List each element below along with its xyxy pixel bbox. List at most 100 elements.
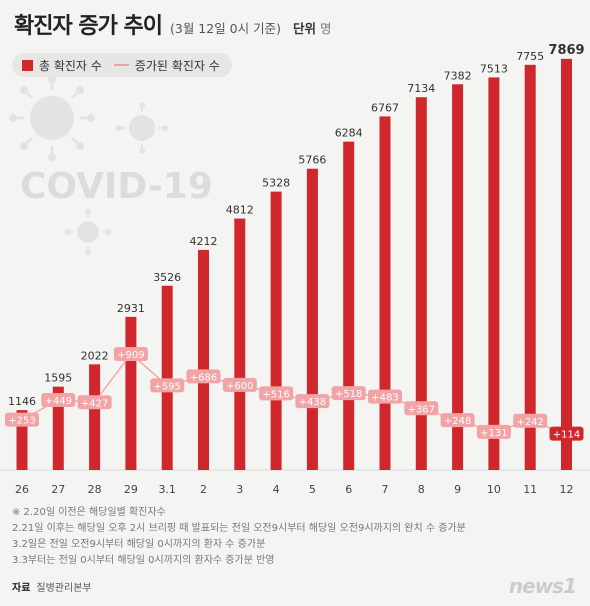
legend-item-bar: 총 확진자 수: [22, 57, 102, 74]
badge-bg: [549, 426, 584, 441]
badge-bg: [41, 393, 76, 408]
bar-5: [306, 168, 318, 470]
bar-label-group: 1146 1595 2022 2931 3526 4212 4812 5328 5766 6284…: [8, 43, 585, 408]
bar-value-label: 7382: [444, 69, 472, 82]
badge-label: +686: [190, 372, 217, 383]
badge-bg: [259, 386, 294, 401]
bar-group: [16, 58, 572, 471]
badge-label: +253: [8, 416, 35, 427]
x-tick-label: 7: [382, 483, 389, 496]
chart-header: 확진자 증가 추이 (3월 12일 0시 기준) 단위 명: [14, 8, 332, 40]
increase-badge: +909: [113, 347, 148, 361]
bar-10: [488, 77, 500, 471]
bar-value-label: 3526: [153, 271, 181, 284]
badge-label: +483: [371, 393, 398, 404]
badge-bg: [150, 378, 185, 393]
bar-27: [52, 386, 64, 470]
badge-label: +367: [408, 404, 435, 415]
bar-26: [16, 410, 28, 470]
x-tick-label: 8: [418, 483, 425, 496]
x-tick-label: 12: [560, 483, 574, 496]
bar-value-label: 5766: [298, 154, 326, 167]
x-tick-label: 9: [454, 483, 461, 496]
bar-3.1: [161, 285, 173, 470]
badge-bg: [440, 413, 475, 428]
badge-bg: [295, 394, 330, 409]
badge-label: +248: [444, 416, 471, 427]
bar-11: [524, 64, 536, 471]
bar-value-label: 2931: [117, 302, 145, 315]
badge-label: +427: [81, 398, 108, 409]
source-line: 자료 질병관리본부: [12, 579, 92, 594]
footnote-line: 2.21일 이후는 해당일 오후 2시 브리핑 때 발표되는 전일 오전9시부터…: [12, 523, 466, 534]
badge-bg: [513, 413, 548, 428]
badge-label: +909: [117, 350, 144, 361]
virus-icon: [116, 102, 168, 154]
increase-badge: +248: [440, 413, 475, 428]
increase-badge: +449: [41, 393, 76, 408]
x-tick-label: 26: [15, 483, 29, 496]
badge-label: +516: [262, 389, 289, 400]
footnote-line: 3.2일은 전일 오전9시부터 해당일 0시까지의 환자 수 증가분: [12, 539, 266, 550]
badge-label: +438: [299, 397, 326, 408]
badge-group: +253 +449 +427 +909 +595 +686 +600 +516 +438 +518…: [5, 347, 584, 441]
bar-28: [89, 364, 101, 470]
increase-line: [21, 353, 567, 435]
legend: 총 확진자 수 증가된 확진자 수: [12, 53, 232, 77]
bar-4: [270, 191, 282, 470]
chart-subtitle: (3월 12일 0시 기준): [170, 21, 281, 36]
bar-value-label: 4212: [190, 235, 218, 248]
news1-logo: news1: [508, 574, 577, 598]
bar-2: [198, 249, 209, 470]
increase-badge: +427: [77, 395, 112, 410]
badge-label: +114: [553, 430, 580, 441]
legend-item-line: 증가된 확진자 수: [113, 57, 220, 74]
bar-value-label: 7869: [548, 43, 584, 58]
x-tick-label: 27: [51, 483, 65, 496]
increase-badge: +131: [476, 424, 511, 439]
badge-label: +595: [153, 381, 180, 392]
bar-6: [343, 141, 355, 470]
bar-3: [234, 218, 246, 470]
increase-badge: +686: [186, 369, 221, 384]
bar-value-label: 7513: [480, 62, 508, 75]
badge-bg: [331, 386, 366, 401]
increase-badge: +114: [549, 426, 584, 441]
virus-icon: [9, 75, 95, 161]
badge-bg: [77, 395, 112, 410]
increase-badge: +242: [513, 413, 548, 428]
legend-line-swatch: [113, 64, 129, 66]
bar-8: [415, 97, 427, 470]
unit-value: 명: [320, 21, 332, 36]
source-label: 자료: [12, 583, 31, 594]
badge-bg: [476, 424, 511, 439]
badge-label: +131: [480, 428, 507, 439]
virus-decoration: COVID-19: [9, 75, 213, 255]
bar-value-label: 4812: [226, 204, 254, 217]
badge-label: +449: [45, 396, 72, 407]
x-tick-label: 4: [273, 483, 280, 496]
legend-bar-swatch: [22, 59, 33, 71]
x-tick-label: 11: [523, 483, 537, 496]
badge-label: +242: [516, 417, 543, 428]
badge-bg: [5, 412, 39, 427]
bar-12: [561, 58, 572, 470]
x-tick-group: 26 27 28 29 3.1 2 3 4 5 6 7 8 9 10 11 12: [15, 483, 574, 496]
unit-label: 단위: [293, 21, 317, 36]
x-tick-label: 29: [124, 483, 138, 496]
legend-line-label: 증가된 확진자 수: [134, 58, 220, 73]
bar-value-label: 1595: [44, 372, 72, 385]
virus-icon: [65, 209, 111, 255]
increase-badge: +483: [368, 389, 402, 404]
x-tick-label: 3: [236, 483, 243, 496]
badge-bg: [368, 389, 402, 404]
badge-label: +600: [226, 381, 253, 392]
badge-bg: [186, 369, 221, 384]
x-tick-label: 28: [88, 483, 102, 496]
source-value: 질병관리본부: [36, 583, 92, 594]
badge-bg: [113, 347, 148, 361]
bar-value-label: 7755: [516, 50, 544, 63]
bar-value-label: 5328: [262, 177, 290, 190]
increase-badge: +253: [5, 412, 39, 427]
